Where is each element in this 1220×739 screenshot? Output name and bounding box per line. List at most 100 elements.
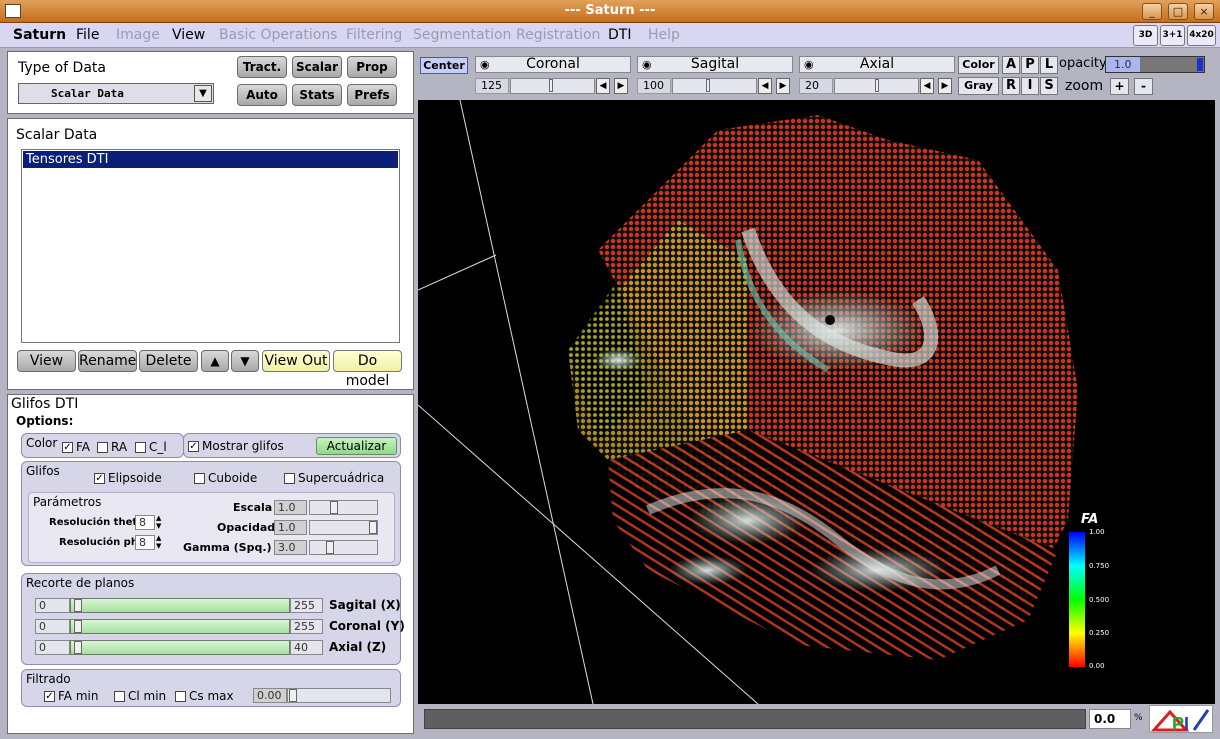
axial-min[interactable]: 0 — [35, 640, 70, 655]
menu-dti[interactable]: DTI — [608, 27, 632, 43]
stats-button[interactable]: Stats — [292, 84, 342, 106]
orient-r-button[interactable]: R — [1002, 77, 1020, 95]
sagital-next-button[interactable]: ▶ — [776, 78, 790, 94]
ra-checkbox[interactable]: RA — [97, 440, 127, 454]
move-up-button[interactable]: ▲ — [201, 350, 229, 372]
coronal-range-slider[interactable] — [70, 619, 290, 634]
coronal-next-button[interactable]: ▶ — [614, 78, 628, 94]
mostrar-glifos-checkbox[interactable]: ✓ Mostrar glifos — [188, 439, 284, 453]
menu-filtering[interactable]: Filtering — [346, 27, 403, 43]
gamma-slider[interactable] — [309, 540, 378, 555]
sagital-range-knob[interactable] — [74, 599, 82, 612]
app-menu-icon[interactable] — [5, 4, 21, 18]
coronal-range-knob[interactable] — [74, 620, 82, 633]
menu-image[interactable]: Image — [116, 27, 160, 43]
scalar-button[interactable]: Scalar — [292, 56, 342, 78]
coronal-radio[interactable]: ◉ — [480, 58, 490, 71]
maximize-button[interactable]: □ — [1168, 3, 1188, 20]
coronal-slice-slider[interactable] — [510, 78, 595, 94]
elipsoide-checkbox[interactable]: ✓ Elipsoide — [94, 471, 162, 485]
sagital-range-slider[interactable] — [70, 598, 290, 613]
coronal-slice-knob[interactable] — [549, 79, 553, 92]
res-phi-spinner[interactable]: ▲ ▼ — [156, 534, 162, 550]
3d-viewport[interactable]: FA 1.00 0.750 0.500 0.250 0.00 — [418, 100, 1215, 704]
coronal-min[interactable]: 0 — [35, 619, 70, 634]
do-model-button[interactable]: Do model — [333, 350, 402, 389]
axial-range-slider[interactable] — [70, 640, 290, 655]
axial-prev-button[interactable]: ◀ — [920, 78, 934, 94]
opacidad-slider-knob[interactable] — [369, 521, 377, 534]
sagital-min[interactable]: 0 — [35, 598, 70, 613]
zoom-out-button[interactable]: - — [1134, 78, 1153, 95]
orient-s-button[interactable]: S — [1040, 77, 1058, 95]
gamma-slider-knob[interactable] — [326, 541, 334, 554]
scalar-data-list[interactable]: Tensores DTI — [21, 149, 400, 343]
axial-range-knob[interactable] — [74, 641, 82, 654]
menu-help[interactable]: Help — [648, 27, 680, 43]
menu-basic-operations[interactable]: Basic Operations — [219, 27, 338, 43]
coronal-prev-button[interactable]: ◀ — [596, 78, 610, 94]
opacidad-slider[interactable] — [309, 520, 378, 535]
fa-tick-05: 0.500 — [1089, 596, 1110, 604]
actualizar-button[interactable]: Actualizar — [316, 437, 397, 455]
coronal-max[interactable]: 255 — [290, 619, 323, 634]
color-button[interactable]: Color — [958, 56, 999, 74]
view-3plus1-button[interactable]: 3+1 — [1160, 25, 1185, 46]
sagital-slice-slider[interactable] — [672, 78, 757, 94]
cuboide-checkbox[interactable]: Cuboide — [194, 471, 257, 485]
sagital-radio[interactable]: ◉ — [642, 58, 652, 71]
orient-l-button[interactable]: L — [1040, 56, 1058, 74]
zoom-in-button[interactable]: + — [1110, 78, 1129, 95]
axial-slice-knob[interactable] — [875, 79, 879, 92]
cl-min-checkbox[interactable]: Cl min — [114, 689, 166, 703]
sagital-slice-knob[interactable] — [706, 79, 710, 92]
auto-button[interactable]: Auto — [237, 84, 287, 106]
close-button[interactable]: × — [1194, 3, 1214, 20]
view-4x20-button[interactable]: 4x20 — [1187, 25, 1216, 46]
axial-max[interactable]: 40 — [290, 640, 323, 655]
delete-button[interactable]: Delete — [139, 350, 198, 372]
menu-segmentation[interactable]: Segmentation — [413, 27, 512, 43]
filtrado-slider-knob[interactable] — [289, 689, 297, 702]
sagital-value: 100 — [637, 78, 671, 94]
gray-button[interactable]: Gray — [958, 77, 999, 95]
view-out-button[interactable]: View Out — [262, 350, 330, 372]
opacity-slider-knob[interactable] — [1197, 58, 1203, 71]
opacity-slider[interactable]: 1.0 — [1105, 56, 1205, 73]
escala-slider-knob[interactable] — [330, 501, 338, 514]
orient-a-button[interactable]: A — [1002, 56, 1020, 74]
chevron-down-icon[interactable]: ▼ — [194, 85, 212, 102]
cl-checkbox[interactable]: C_l — [135, 440, 167, 454]
minimize-button[interactable]: _ — [1142, 3, 1162, 20]
fa-min-checkbox[interactable]: ✓ FA min — [44, 689, 99, 703]
sagital-max[interactable]: 255 — [290, 598, 323, 613]
orient-i-button[interactable]: I — [1021, 77, 1039, 95]
move-down-button[interactable]: ▼ — [231, 350, 259, 372]
fa-checkbox[interactable]: ✓ FA — [62, 440, 91, 454]
menu-registration[interactable]: Registration — [516, 27, 601, 43]
prop-button[interactable]: Prop — [347, 56, 397, 78]
rename-button[interactable]: Rename — [78, 350, 137, 372]
axial-slice-slider[interactable] — [834, 78, 919, 94]
res-phi-field[interactable]: 8 — [135, 535, 155, 550]
res-theta-spinner[interactable]: ▲ ▼ — [156, 514, 162, 530]
menu-view[interactable]: View — [172, 27, 206, 43]
view-button[interactable]: View — [17, 350, 76, 372]
orient-p-button[interactable]: P — [1021, 56, 1039, 74]
menu-file[interactable]: File — [76, 27, 100, 43]
cs-max-checkbox[interactable]: Cs max — [175, 689, 234, 703]
axial-radio[interactable]: ◉ — [804, 58, 814, 71]
prefs-button[interactable]: Prefs — [347, 84, 397, 106]
filtrado-slider[interactable] — [287, 688, 391, 703]
center-button[interactable]: Center — [420, 57, 468, 74]
view-3d-button[interactable]: 3D — [1133, 25, 1158, 46]
tract-button[interactable]: Tract. — [237, 56, 287, 78]
supercuadrica-checkbox[interactable]: Supercuádrica — [284, 471, 384, 485]
menu-saturn[interactable]: Saturn — [13, 27, 67, 43]
res-theta-field[interactable]: 8 — [135, 515, 155, 530]
escala-slider[interactable] — [309, 500, 378, 515]
sagital-prev-button[interactable]: ◀ — [758, 78, 772, 94]
axial-next-button[interactable]: ▶ — [938, 78, 952, 94]
data-type-select[interactable]: Scalar Data ▼ — [18, 83, 214, 104]
list-item[interactable]: Tensores DTI — [23, 151, 398, 168]
